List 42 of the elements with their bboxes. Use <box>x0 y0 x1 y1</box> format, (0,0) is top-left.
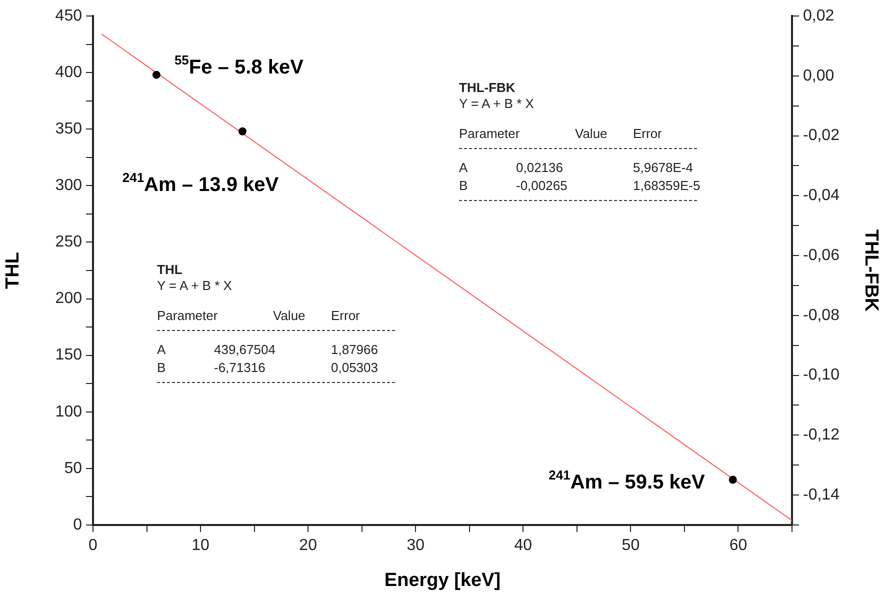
y2-tick-label: -0,04 <box>803 187 840 204</box>
annotation: Y = A + B * X <box>459 96 534 111</box>
y-tick-label: 50 <box>64 460 82 477</box>
text: Parameter Value Error <box>157 308 360 323</box>
y2-tick-label: -0,10 <box>803 366 840 384</box>
x-tick-label: 10 <box>192 537 210 554</box>
y2-tick-label: -0,08 <box>803 306 840 324</box>
text: B -0,00265 1,68359E-5 <box>459 178 700 193</box>
x-tick-label: 0 <box>88 537 98 554</box>
x-axis-title: Energy [keV] <box>384 570 501 591</box>
y2-tick-label: -0,14 <box>803 486 840 504</box>
y-tick-label: 150 <box>55 346 82 364</box>
point <box>152 70 160 79</box>
text: A 439,67504 1,87966 <box>157 342 378 357</box>
y2-tick-label: -0,06 <box>803 246 840 264</box>
y-axis-title: THL <box>2 252 24 289</box>
x-tick-label: 40 <box>514 537 532 554</box>
annotation: THL <box>157 262 182 277</box>
y-tick-label: 250 <box>55 234 82 251</box>
x-tick-label: 60 <box>729 537 748 554</box>
x-tick-label: 30 <box>406 537 425 554</box>
y2-axis-title: THL-FBK <box>860 229 882 312</box>
y-tick-label: 100 <box>55 403 82 420</box>
text: B -6,71316 0,05303 <box>157 360 378 375</box>
text: A 0,02136 5,9678E-4 <box>459 160 693 175</box>
annotation: THL-FBK <box>459 80 516 95</box>
point <box>238 127 246 136</box>
y-tick-label: 350 <box>55 120 82 138</box>
y-tick-label: 400 <box>55 64 82 81</box>
y2-tick-label: 0,00 <box>803 67 834 84</box>
x-tick-label: 50 <box>622 537 640 554</box>
y-tick-label: 450 <box>55 7 82 24</box>
point <box>728 476 737 484</box>
annotation: Y = A + B * X <box>157 278 232 293</box>
text: Parameter Value Error <box>459 126 662 141</box>
y2-tick-label: -0,12 <box>803 426 840 444</box>
y-tick-label: 200 <box>55 290 82 308</box>
y-tick-label: 0 <box>73 516 82 534</box>
x-tick-label: 20 <box>299 537 318 554</box>
y2-tick-label: 0,02 <box>803 7 834 24</box>
y2-tick-label: -0,02 <box>803 127 840 144</box>
y-tick-label: 300 <box>55 177 82 194</box>
